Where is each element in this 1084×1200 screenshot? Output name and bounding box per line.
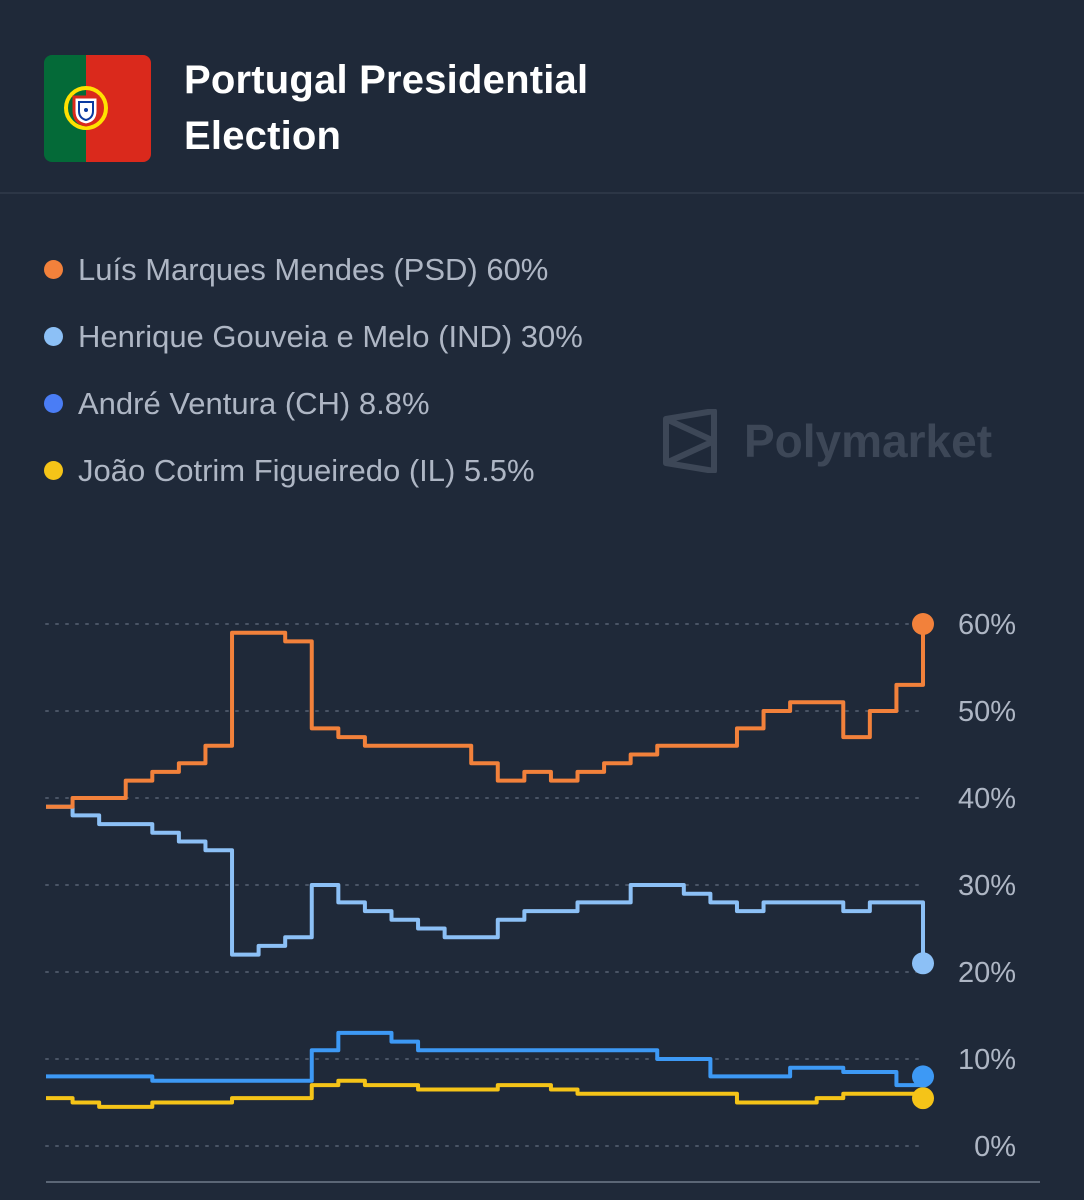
legend-item-figueiredo: João Cotrim Figueiredo (IL) 5.5% [44,437,583,504]
legend-dot [44,327,63,346]
series-line-3 [46,1078,925,1109]
series-end-point-3 [912,1087,934,1110]
watermark-text: Polymarket [744,415,993,467]
y-tick-label: 40% [958,783,1016,815]
y-tick-label: 20% [958,957,1016,989]
legend-label: André Ventura (CH) 8.8% [78,385,430,421]
series-end-point-0 [912,613,934,635]
legend-label: João Cotrim Figueiredo (IL) 5.5% [78,452,535,488]
series-line-0 [46,624,925,809]
legend-dot [44,461,63,480]
legend-item-mendes: Luís Marques Mendes (PSD) 60% [44,236,583,303]
chart-legend: Luís Marques Mendes (PSD) 60% Henrique G… [44,236,583,504]
portugal-flag-icon [44,55,151,162]
market-header: Portugal Presidential Election [0,0,1084,194]
y-tick-label: 60% [958,609,1016,641]
polymarket-logo-icon [663,409,717,473]
page-title: Portugal Presidential Election [184,58,589,158]
y-tick-label: 30% [958,870,1016,902]
legend-item-ventura: André Ventura (CH) 8.8% [44,370,583,437]
series-end-point-2 [912,1065,934,1088]
series-line-2 [46,1030,925,1088]
legend-dot [44,260,63,279]
polymarket-watermark: Polymarket [662,408,992,474]
y-tick-label: 10% [958,1044,1016,1076]
legend-item-gouveia: Henrique Gouveia e Melo (IND) 30% [44,303,583,370]
line-chart: 60% 50% 40% 30% 20% 10% 0% [45,609,1040,1183]
series-end-point-1 [912,952,934,975]
legend-label: Henrique Gouveia e Melo (IND) 30% [78,318,583,354]
legend-dot [44,394,63,413]
y-tick-label: 50% [958,696,1016,728]
series-line-1 [46,804,925,964]
y-tick-label: 0% [974,1131,1016,1163]
legend-label: Luís Marques Mendes (PSD) 60% [78,251,549,287]
